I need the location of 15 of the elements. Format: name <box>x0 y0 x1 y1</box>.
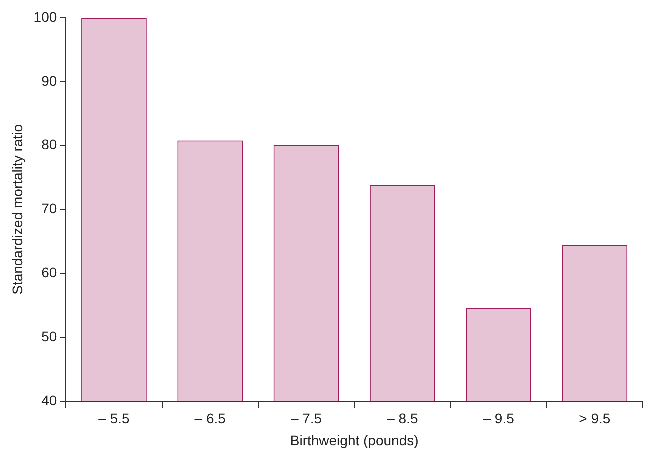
x-tick-label: – 5.5 <box>98 410 130 427</box>
y-tick-label: 70 <box>42 200 58 217</box>
y-tick-label: 100 <box>34 8 58 25</box>
y-tick-label: 80 <box>42 136 58 153</box>
y-tick-label: 40 <box>42 392 58 408</box>
x-tick-label: – 7.5 <box>290 410 322 427</box>
y-tick-label: 60 <box>42 264 58 280</box>
y-axis-title: Standardized mortality ratio <box>9 124 26 295</box>
x-axis-title: Birthweight (pounds) <box>290 432 419 448</box>
y-tick-label: 90 <box>42 72 58 89</box>
y-tick-label: 50 <box>42 328 58 344</box>
x-tick-label: – 9.5 <box>483 410 515 427</box>
x-tick-label: – 6.5 <box>194 410 226 427</box>
x-tick-label: > 9.5 <box>579 410 611 427</box>
x-tick-label: – 8.5 <box>387 410 418 427</box>
